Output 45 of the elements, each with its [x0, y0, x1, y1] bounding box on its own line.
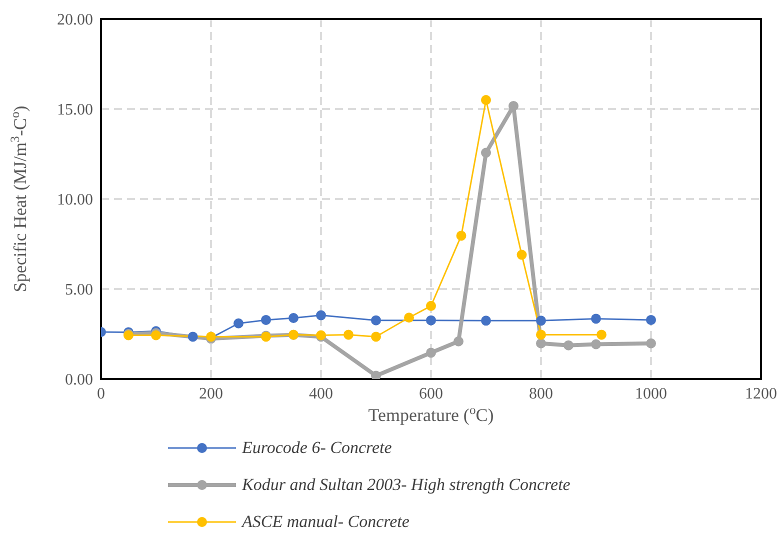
y-tick-label: 20.00 [57, 12, 93, 29]
point [344, 330, 354, 340]
legend-label: Kodur and Sultan 2003- High strength Concrete [242, 474, 570, 494]
point [371, 315, 381, 326]
point [426, 315, 436, 326]
point [508, 100, 518, 111]
x-tick-label: 1000 [635, 385, 667, 402]
x-axis-title: Temperature ($^{o}$C) [368, 403, 494, 425]
point [456, 230, 466, 241]
point [646, 338, 656, 348]
point [481, 148, 491, 158]
point [536, 316, 546, 326]
point [371, 370, 381, 379]
point [404, 312, 414, 323]
y-tick-label: 15.00 [57, 102, 93, 119]
point [646, 314, 656, 325]
point [596, 330, 606, 340]
x-tick-label: 200 [199, 385, 223, 402]
point [288, 312, 298, 323]
point [481, 95, 491, 105]
legend-label: ASCE manual- Concrete [242, 512, 410, 532]
point [371, 332, 381, 342]
point [454, 336, 464, 346]
point [234, 318, 244, 328]
point [481, 316, 491, 326]
point [564, 340, 574, 350]
point [591, 339, 601, 350]
x-tick-label: 1200 [745, 385, 777, 402]
point [426, 348, 436, 358]
point [536, 338, 546, 348]
point [316, 310, 326, 320]
x-tick-label: 600 [419, 385, 443, 402]
x-tick-label: 0 [97, 385, 105, 402]
point [536, 330, 546, 340]
x-tick-label: 400 [309, 385, 333, 402]
point [188, 332, 198, 342]
legend-label: Eurocode 6- Concrete [242, 438, 392, 458]
point [261, 314, 271, 325]
y-tick-label: 0.00 [65, 372, 93, 389]
y-tick-label: 5.00 [65, 282, 93, 299]
point [426, 300, 436, 311]
point [516, 250, 527, 260]
point [591, 314, 601, 324]
x-tick-label: 800 [529, 385, 553, 402]
y-tick-label: 10.00 [57, 192, 93, 209]
